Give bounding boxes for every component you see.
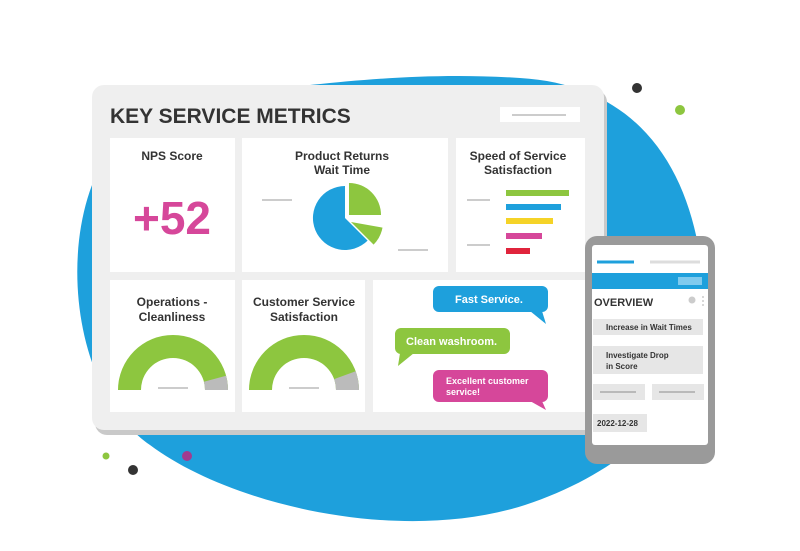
- dot: [128, 465, 138, 475]
- message-text: Excellent customer: [446, 376, 529, 386]
- bar: [506, 190, 569, 196]
- phone-item: [593, 346, 703, 374]
- bubble-tail: [530, 311, 546, 324]
- card-title: Satisfaction: [270, 310, 338, 324]
- phone-item-text: in Score: [606, 362, 638, 371]
- phone-item: [593, 319, 703, 335]
- phone-title: OVERVIEW: [594, 297, 654, 309]
- message-bubble: [433, 286, 548, 312]
- menu-icon: [702, 304, 704, 306]
- card-title: Speed of Service: [470, 149, 567, 163]
- gauge-rest: [203, 375, 228, 390]
- bubble-tail: [398, 353, 414, 366]
- bar: [506, 233, 542, 239]
- message-text: Fast Service.: [455, 294, 523, 306]
- pie-slice: [312, 185, 368, 250]
- card-title: NPS Score: [141, 149, 203, 163]
- card-title: Product Returns: [295, 149, 389, 163]
- card-title: Wait Time: [314, 163, 370, 177]
- dashboard-title: KEY SERVICE METRICS: [110, 105, 351, 128]
- bell-icon: [688, 296, 696, 304]
- gauge: [118, 335, 228, 390]
- menu-icon: [702, 300, 704, 302]
- bar: [506, 248, 530, 254]
- nps-value: +52: [133, 192, 211, 244]
- pie-slice: [349, 183, 381, 215]
- dot: [102, 452, 110, 460]
- phone-item-text: Increase in Wait Times: [606, 323, 692, 332]
- gauge: [249, 335, 359, 390]
- bar: [506, 204, 561, 210]
- message-text: service!: [446, 387, 480, 397]
- phone-item-text: Investigate Drop: [606, 351, 669, 360]
- phone-item: [593, 414, 647, 432]
- phone-header-button: [678, 277, 702, 285]
- phone-item-text: 2022-12-28: [597, 419, 638, 428]
- dot: [182, 451, 192, 461]
- message-bubble: [395, 328, 510, 354]
- card-title: Cleanliness: [139, 310, 206, 324]
- message-text: Clean washroom.: [406, 336, 497, 348]
- card-title: Customer Service: [253, 295, 355, 309]
- card-title: Satisfaction: [484, 163, 552, 177]
- card-title: Operations -: [137, 295, 208, 309]
- dot: [632, 83, 642, 93]
- bubble-tail: [530, 401, 546, 410]
- gauge-rest: [334, 371, 360, 390]
- pie-slice: [351, 222, 383, 245]
- dot: [675, 105, 685, 115]
- menu-icon: [702, 296, 704, 298]
- bar: [506, 218, 553, 224]
- message-bubble: [433, 370, 548, 402]
- card: [110, 138, 235, 272]
